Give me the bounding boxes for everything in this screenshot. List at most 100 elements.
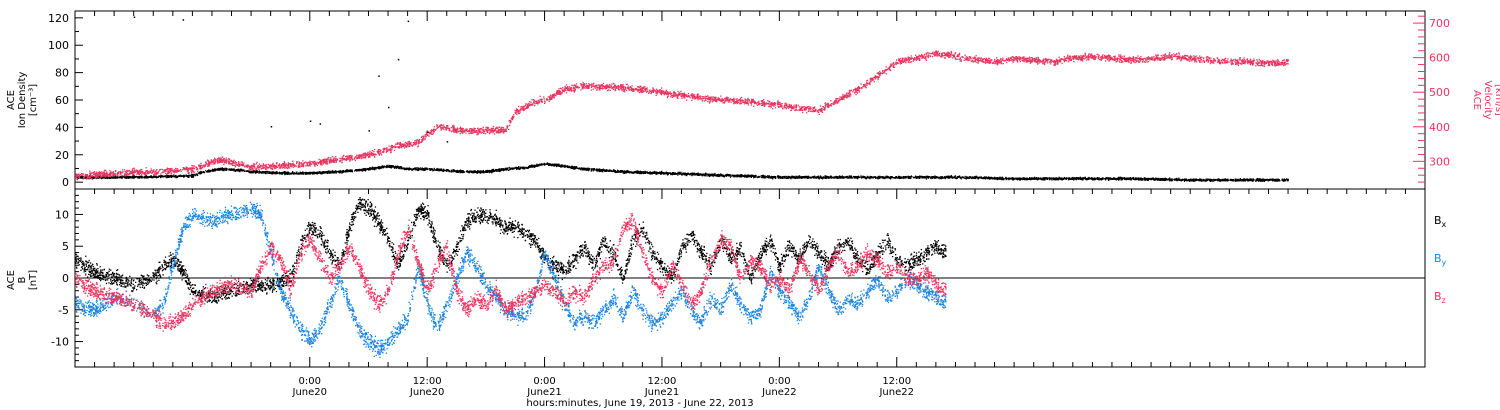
- density-series-point: [482, 169, 484, 172]
- density-series-point: [272, 171, 274, 173]
- density-series-point: [538, 165, 540, 167]
- density-series-point: [872, 177, 875, 179]
- density-series-point: [161, 176, 163, 178]
- density-series-point: [695, 173, 697, 175]
- density-series-point: [733, 175, 735, 177]
- density-series-point: [999, 176, 1001, 178]
- density-series-point: [388, 164, 390, 166]
- density-series-point: [635, 171, 637, 173]
- density-series-point: [774, 176, 777, 178]
- density-series-point: [376, 167, 379, 169]
- density-series-point: [672, 172, 674, 175]
- density-series-point: [1042, 178, 1044, 181]
- density-series-point: [533, 165, 535, 167]
- density-series-point: [751, 175, 753, 177]
- density-series-point: [702, 174, 705, 176]
- density-series-point: [228, 169, 230, 171]
- density-series-point: [408, 169, 410, 171]
- density-series-point: [433, 167, 435, 170]
- density-series-point: [869, 175, 871, 178]
- density-series-point: [121, 177, 123, 179]
- density-series-point: [1252, 180, 1254, 182]
- density-series-point: [333, 170, 335, 172]
- density-series-point: [433, 169, 435, 171]
- density-series-point: [994, 178, 996, 180]
- density-series-point: [809, 177, 811, 179]
- density-series-point: [1110, 177, 1112, 179]
- density-series-point: [800, 176, 802, 178]
- density-series-point: [439, 168, 441, 170]
- density-series-point: [495, 170, 497, 172]
- density-series-point: [291, 173, 293, 175]
- density-series-point: [659, 171, 661, 173]
- velocity-tick-label: 500: [1429, 86, 1450, 99]
- density-series-point: [512, 168, 514, 170]
- density-series-point: [951, 176, 954, 178]
- density-series-point: [585, 169, 588, 171]
- density-series-point: [363, 169, 365, 171]
- density-series-point: [527, 167, 529, 169]
- density-series-point: [259, 171, 261, 173]
- density-series-point: [956, 177, 958, 179]
- density-series-point: [929, 176, 931, 178]
- density-tick-label: 100: [48, 39, 69, 52]
- density-series-point: [355, 169, 357, 171]
- density-series-point: [509, 168, 512, 170]
- density-series-point: [496, 169, 498, 171]
- density-series-point: [585, 168, 587, 170]
- density-series-point: [426, 167, 428, 169]
- density-series-point: [784, 176, 786, 178]
- density-series-point: [720, 174, 723, 176]
- density-series-point: [984, 176, 987, 179]
- density-series-point: [488, 171, 490, 174]
- density-series-point: [1176, 178, 1178, 181]
- density-series-point: [707, 175, 709, 177]
- density-series-point: [1002, 179, 1004, 181]
- density-series-point: [1100, 179, 1102, 181]
- density-series-point: [360, 169, 362, 171]
- density-series-point: [1143, 177, 1145, 179]
- density-series-point: [806, 177, 808, 179]
- density-series-point: [858, 176, 860, 178]
- velocity-axis-label: [km/s]: [1493, 84, 1500, 116]
- density-series-point: [398, 167, 401, 169]
- density-series-point: [503, 169, 505, 172]
- density-series-point: [397, 167, 399, 169]
- density-series-point: [952, 177, 954, 179]
- density-series-point: [827, 176, 829, 178]
- density-series-point: [773, 175, 776, 178]
- density-series-point: [335, 170, 337, 172]
- density-series-point: [1077, 178, 1079, 180]
- density-series-point: [81, 177, 83, 179]
- density-series-point: [845, 176, 847, 178]
- density-series-point: [179, 175, 182, 177]
- density-series-point: [831, 177, 833, 179]
- density-series-point: [1050, 178, 1052, 180]
- density-series-point: [476, 172, 478, 174]
- density-series-point: [657, 172, 659, 174]
- density-series-point: [208, 169, 211, 172]
- density-series-point: [1250, 178, 1252, 180]
- density-series-point: [198, 172, 200, 174]
- density-series-point: [652, 171, 654, 173]
- density-series-point: [459, 170, 462, 172]
- density-series-point: [267, 170, 269, 172]
- density-series-point: [134, 176, 137, 178]
- density-series-point: [693, 173, 695, 176]
- density-series-point: [939, 177, 942, 179]
- density-series-point: [492, 171, 494, 173]
- density-series-point: [264, 172, 266, 174]
- density-series-point: [782, 177, 784, 179]
- density-series-point: [100, 177, 103, 179]
- density-series-point: [1061, 177, 1063, 179]
- density-series-point: [626, 171, 629, 173]
- density-series-point: [817, 177, 819, 179]
- density-series-point: [375, 168, 377, 170]
- density-series-point: [1000, 178, 1002, 180]
- density-series-point: [1012, 179, 1014, 181]
- density-series-point: [494, 169, 496, 172]
- density-series-point: [672, 172, 675, 174]
- density-series-point: [910, 175, 912, 177]
